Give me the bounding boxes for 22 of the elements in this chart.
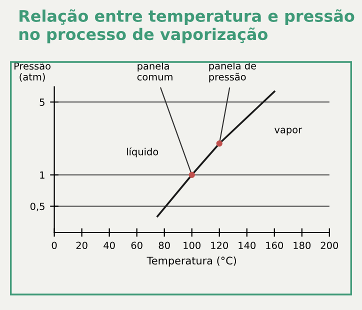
- annotation: panela de pressão: [209, 62, 256, 82]
- x-tick-label: 80: [158, 242, 170, 250]
- x-tick-label: 140: [238, 242, 256, 250]
- y-tick-label: 1: [40, 171, 44, 179]
- chart-title: Relação entre temperatura e pressão no processo de vaporização: [19, 9, 354, 44]
- x-tick-label: 20: [76, 242, 88, 250]
- annotation: vapor: [274, 128, 302, 136]
- x-tick-label: 100: [184, 242, 200, 250]
- x-tick-label: 60: [131, 242, 142, 250]
- x-tick-label: 180: [294, 242, 311, 250]
- x-tick-label: 40: [104, 242, 115, 250]
- y-axis-title: Pressão (atm): [14, 62, 51, 82]
- annotation: líquido: [126, 147, 158, 158]
- annotation: panela comum: [137, 62, 172, 81]
- x-axis-title: Temperatura (°C): [146, 256, 236, 267]
- x-tick-label: 120: [211, 242, 228, 250]
- y-tick-label: 5: [40, 98, 44, 106]
- x-tick-label: 200: [320, 242, 338, 250]
- y-tick-label: 0,5: [30, 202, 44, 212]
- line-series: [156, 90, 276, 218]
- x-tick-label: 0: [52, 242, 57, 250]
- x-tick-label: 160: [266, 242, 284, 250]
